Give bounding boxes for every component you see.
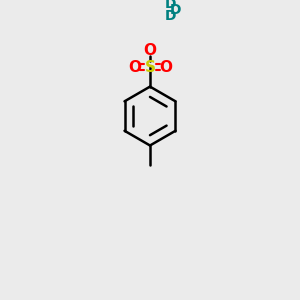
Text: D: D [165, 0, 176, 11]
Text: S: S [145, 59, 155, 74]
Polygon shape [135, 8, 162, 16]
Text: O: O [159, 59, 172, 74]
Text: D: D [165, 9, 176, 23]
Text: O: O [143, 43, 157, 58]
Text: D: D [169, 3, 181, 17]
Text: O: O [128, 59, 141, 74]
